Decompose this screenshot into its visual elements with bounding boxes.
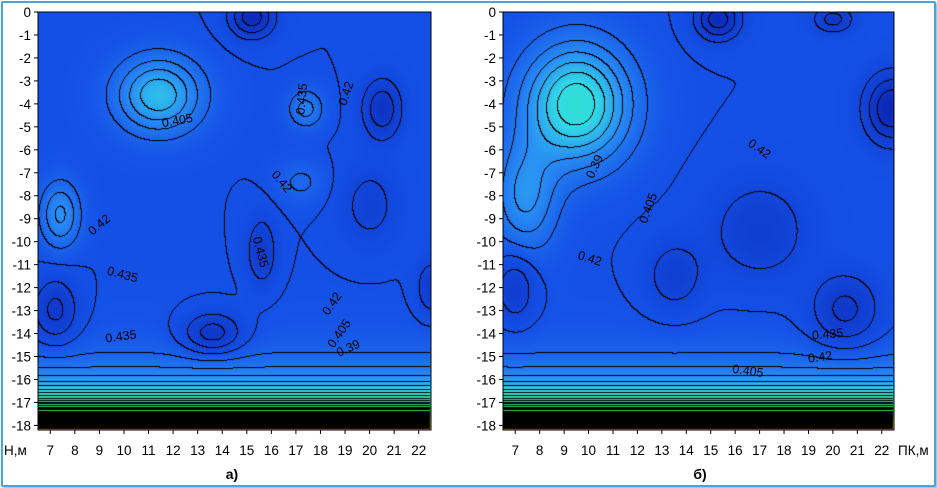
y-tick-label: -7 [484, 166, 496, 181]
x-tick-label: 15 [703, 443, 718, 458]
x-tick-label: 11 [142, 443, 156, 458]
x-tick-label: 18 [313, 443, 328, 458]
y-tick-label: -4 [19, 97, 31, 112]
y-tick-label: -11 [12, 258, 31, 273]
x-tick-label: 22 [411, 443, 426, 458]
y-tick-label: -9 [484, 212, 496, 227]
y-tick-label: -16 [11, 372, 31, 387]
y-tick-label: -3 [19, 74, 31, 89]
y-tick-label: -10 [476, 235, 496, 250]
x-tick-label: 10 [116, 443, 131, 458]
y-axis-unit: Н,м [4, 443, 27, 458]
x-tick-label: 22 [874, 443, 889, 458]
y-tick-label: -18 [476, 418, 496, 433]
y-tick-label: -6 [484, 143, 496, 158]
x-tick-label: 20 [362, 443, 377, 458]
y-tick-label: -2 [484, 51, 496, 66]
panel-caption: б) [693, 466, 706, 482]
x-axis-unit: ПК,м [898, 443, 929, 458]
y-tick-label: -13 [11, 304, 31, 319]
y-tick-label: -14 [11, 327, 31, 342]
contour-label: 0.405 [731, 362, 764, 380]
y-tick-label: -18 [11, 418, 31, 433]
y-tick-label: -8 [484, 189, 496, 204]
x-tick-label: 11 [606, 443, 620, 458]
x-tick-label: 10 [581, 443, 596, 458]
plot-border [502, 11, 895, 431]
x-tick-label: 12 [630, 443, 645, 458]
x-tick-label: 18 [777, 443, 792, 458]
y-tick-label: 0 [23, 5, 31, 20]
x-tick-label: 13 [654, 443, 669, 458]
y-tick-label: -10 [11, 235, 31, 250]
y-tick-label: -11 [477, 258, 496, 273]
x-tick-label: 14 [215, 443, 231, 458]
x-tick-label: 21 [850, 443, 865, 458]
x-tick-label: 9 [96, 443, 104, 458]
y-tick-label: -7 [19, 166, 31, 181]
heat-field [38, 12, 431, 430]
y-tick-label: -1 [19, 28, 31, 43]
panel-caption: а) [226, 466, 238, 482]
y-tick-label: -16 [476, 372, 496, 387]
y-tick-label: -5 [19, 120, 31, 135]
x-tick-label: 8 [71, 443, 79, 458]
contour-label: 0.42 [807, 349, 833, 366]
x-tick-label: 21 [387, 443, 402, 458]
x-tick-label: 12 [166, 443, 181, 458]
x-tick-label: 16 [264, 443, 279, 458]
y-tick-label: -13 [476, 304, 496, 319]
heat-field [503, 12, 894, 430]
x-tick-label: 17 [752, 443, 767, 458]
contour-panel: 0 -1 -2 -3 -4 -5 -6 -7 -8 -9 -10 -11 -12 -13 -14 -15 -16… [476, 5, 928, 482]
plot-border [37, 11, 432, 431]
contour-label: 0.435 [293, 83, 310, 115]
y-tick-label: -5 [484, 120, 496, 135]
x-tick-label: 7 [511, 443, 519, 458]
y-tick-label: 0 [488, 5, 496, 20]
y-tick-label: -14 [476, 327, 496, 342]
y-tick-label: -15 [476, 350, 496, 365]
contour-label: 0.405 [161, 111, 194, 130]
x-tick-label: 15 [239, 443, 254, 458]
y-tick-label: -12 [476, 281, 496, 296]
contour-label: 0.435 [811, 326, 843, 343]
y-tick-label: -9 [19, 212, 31, 227]
x-tick-label: 7 [47, 443, 55, 458]
y-tick-label: -6 [19, 143, 31, 158]
y-tick-label: -17 [11, 395, 31, 410]
y-tick-label: -8 [19, 189, 31, 204]
x-tick-label: 19 [801, 443, 816, 458]
y-tick-label: -12 [11, 281, 31, 296]
x-tick-label: 9 [560, 443, 568, 458]
x-tick-label: 19 [338, 443, 353, 458]
contour-label: 0.435 [104, 327, 137, 345]
y-tick-label: -17 [476, 395, 496, 410]
y-tick-label: -15 [11, 350, 31, 365]
y-tick-label: -1 [484, 28, 496, 43]
y-tick-label: -2 [19, 51, 31, 66]
y-tick-label: -4 [484, 97, 496, 112]
y-tick-label: -3 [484, 74, 496, 89]
contour-panel: 0 -1 -2 -3 -4 -5 -6 -7 -8 -9 -10 -11 -12 -13 -14 -15 -16… [4, 5, 432, 482]
x-tick-label: 16 [728, 443, 743, 458]
x-tick-label: 8 [536, 443, 544, 458]
x-tick-label: 13 [190, 443, 205, 458]
x-tick-label: 14 [679, 443, 695, 458]
x-tick-label: 17 [288, 443, 303, 458]
x-tick-label: 20 [825, 443, 840, 458]
